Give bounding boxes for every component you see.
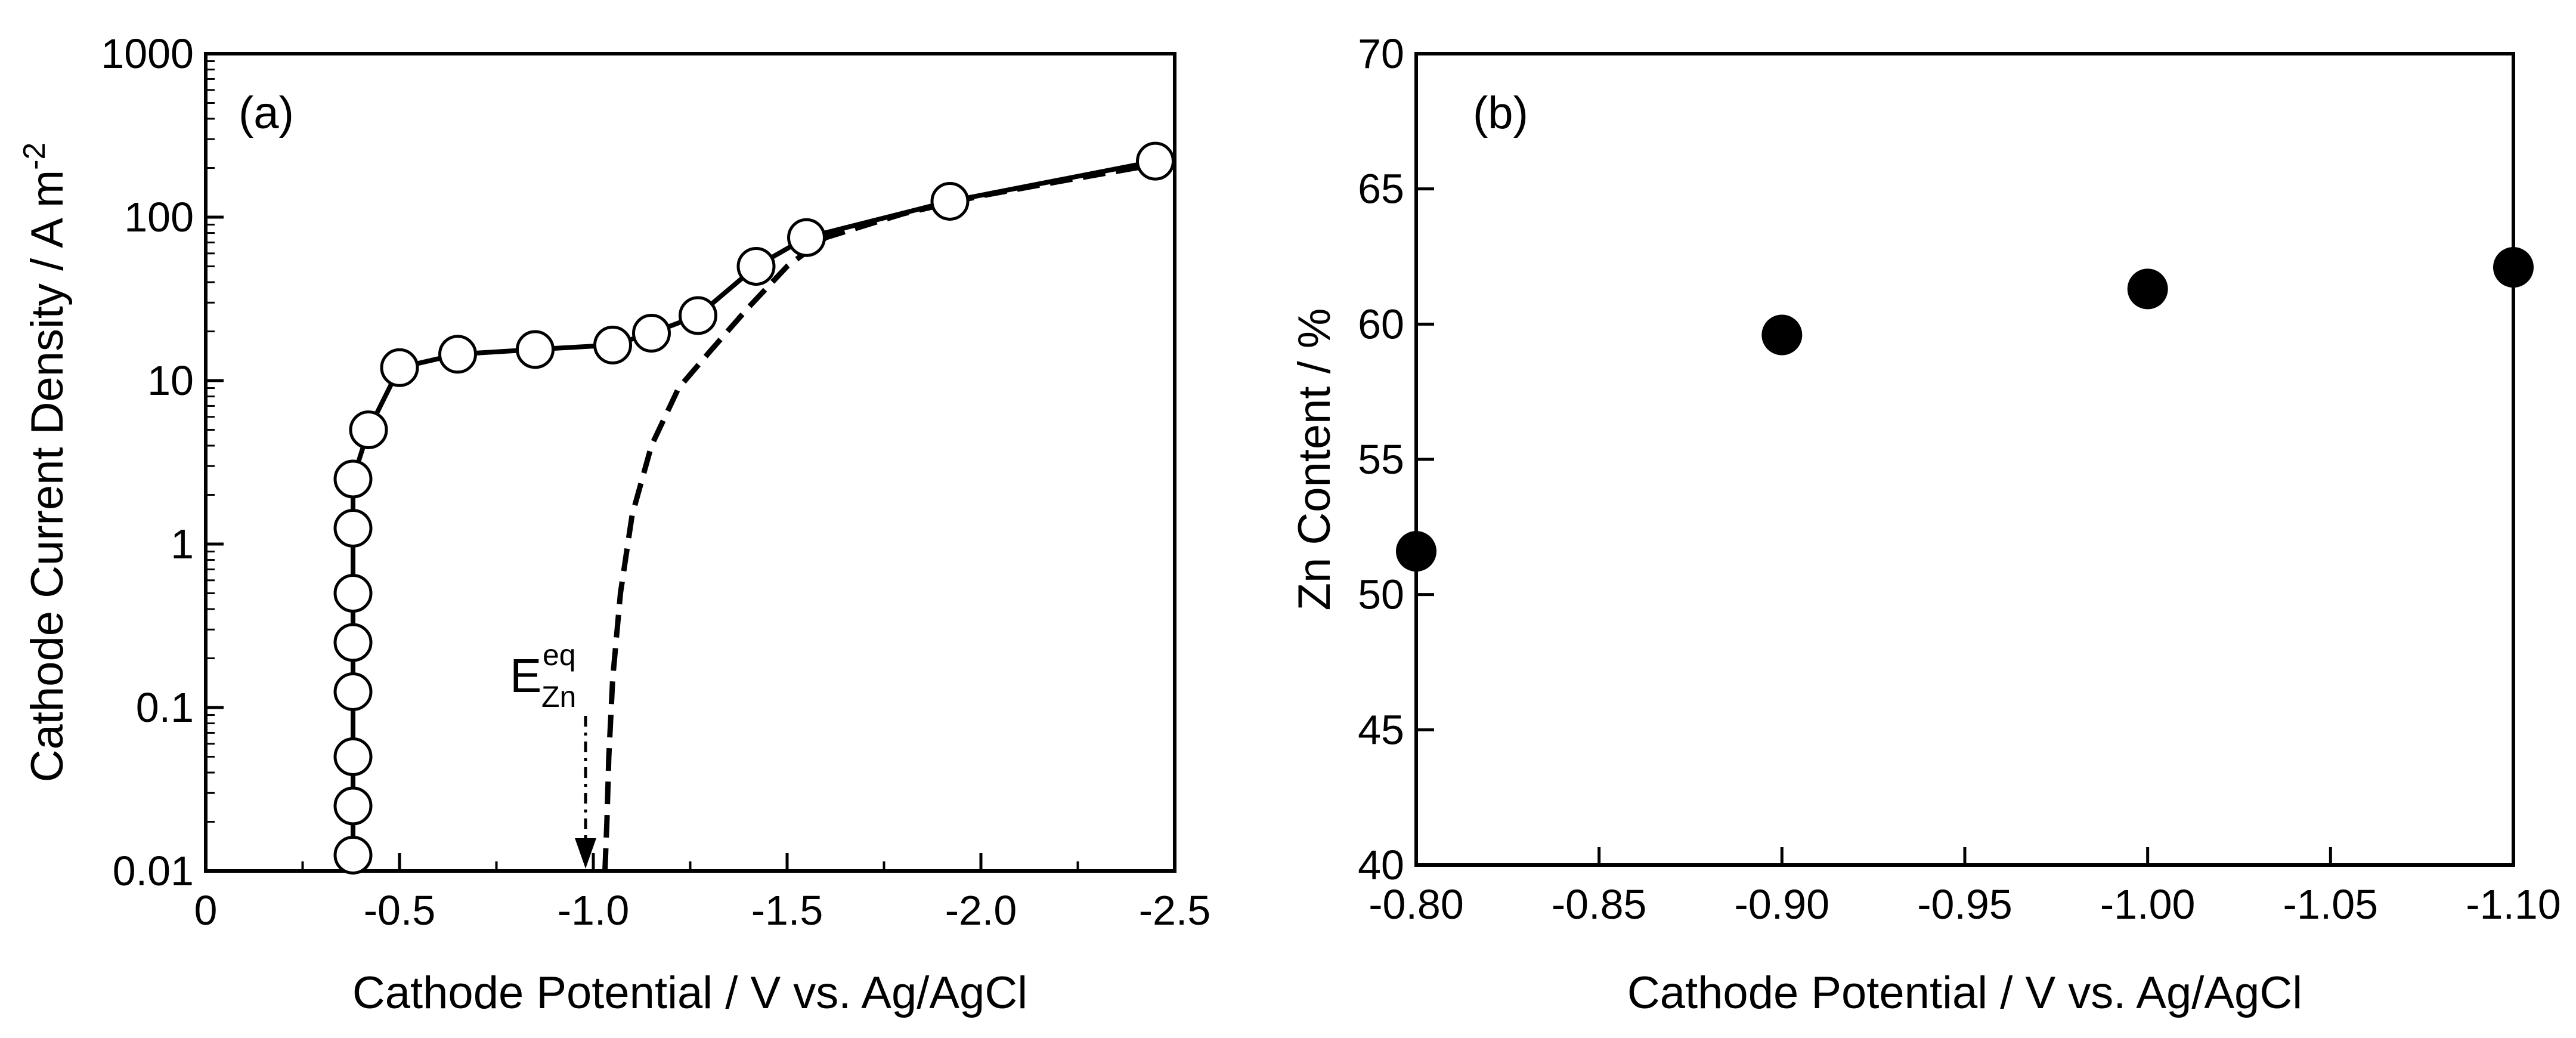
panel-a-label: (a) — [239, 88, 294, 138]
panel-a-data-point — [333, 737, 373, 776]
panel-b-y-tick-label: 45 — [1358, 706, 1404, 753]
panel-a-data-point — [380, 348, 419, 387]
panel-a-y-axis-label-sup: -2 — [17, 143, 52, 170]
panel-a-x-tick-label: -2.0 — [945, 887, 1017, 934]
panel-b-plot-frame — [1414, 52, 2515, 867]
panel-b-x-tick-label: -0.90 — [1735, 881, 1830, 928]
panel-a-data-point — [787, 218, 826, 257]
panel-b-label: (b) — [1473, 88, 1528, 138]
panel-a-data-point — [679, 296, 717, 335]
panel-a-y-tick-label: 10 — [147, 357, 194, 404]
panel-a-x-tick-label: -1.0 — [558, 887, 630, 934]
panel-b-points — [1396, 247, 2534, 572]
panel-a-y-axis-label: Cathode Current Density / A m-2 — [17, 143, 73, 783]
panel-b-data-point — [1396, 531, 1436, 572]
panel-b-y-tick-label: 65 — [1358, 166, 1404, 212]
panel-a-dashed-group — [602, 162, 1156, 872]
panel-a-data-point — [333, 573, 373, 613]
panel-b-data-point — [1761, 314, 1803, 356]
panel-a-annotation: E eq Zn — [510, 638, 596, 869]
panel-a-x-axis-label: Cathode Potential / V vs. Ag/AgCl — [352, 968, 1027, 1018]
annotation-subscript: Zn — [541, 680, 576, 713]
panel-a-data-point — [736, 246, 776, 286]
panel-a-data-point — [333, 835, 373, 875]
panel-b-data-point — [2127, 268, 2168, 310]
panel-a-y-axis-label-text: Cathode Current Density / A m — [22, 170, 73, 782]
panel-b-ticks: -0.80 -0.85 -0.90 -0.95 -1.00 -1.05 -1.10 40 45 5… — [1358, 30, 2561, 928]
panel-a-y-tick-label: 1000 — [101, 30, 194, 77]
panel-a-data-point — [1136, 141, 1175, 181]
panel-a-x-tick-label: -2.5 — [1139, 887, 1211, 934]
panel-b-x-tick-label: -0.95 — [1917, 881, 2012, 928]
panel-a-y-tick-label: 100 — [124, 194, 194, 240]
panel-b-x-tick-label: -1.05 — [2283, 881, 2379, 928]
panel-a-chart: 0 -0.5 -1.0 -1.5 -2.0 -2.5 0.01 0.1 1 10 100 1000 (… — [17, 30, 1210, 1018]
panel-b-y-axis-label: Zn Content / % — [1289, 308, 1340, 611]
panel-a-data-point — [333, 508, 373, 548]
panel-a-y-tick-label: 0.1 — [136, 684, 194, 731]
panel-a-ticks: 0 -0.5 -1.0 -1.5 -2.0 -2.5 0.01 0.1 1 10 100 1000 — [101, 30, 1210, 934]
annotation-superscript: eq — [543, 638, 576, 672]
panel-b-x-tick-label: -0.80 — [1368, 881, 1464, 928]
panel-a-data-point — [632, 314, 671, 353]
panel-a-x-tick-label: -1.5 — [751, 887, 823, 934]
panel-b-x-axis-label: Cathode Potential / V vs. Ag/AgCl — [1627, 968, 2302, 1018]
panel-a-data-point — [593, 325, 632, 364]
panel-a-data-point — [333, 459, 373, 499]
panel-a-data-point — [516, 330, 555, 369]
panel-a-x-tick-label: -0.5 — [364, 887, 436, 934]
panel-b-y-tick-label: 60 — [1358, 301, 1404, 347]
panel-b-y-tick-label: 70 — [1358, 30, 1404, 77]
panel-b-x-tick-label: -1.00 — [2100, 881, 2196, 928]
panel-a-data-point — [333, 623, 373, 662]
panel-b-y-tick-label: 40 — [1358, 842, 1404, 888]
panel-a-data-point — [333, 672, 373, 711]
panel-a-data-point — [930, 181, 970, 221]
panel-b-x-tick-label: -0.85 — [1552, 881, 1647, 928]
panel-a-y-tick-label: 1 — [171, 521, 194, 567]
annotation-arrow-head — [575, 838, 596, 869]
panel-a-data-point — [333, 786, 373, 826]
panel-a-data-point — [438, 335, 477, 374]
panel-a-x-tick-label: 0 — [194, 887, 218, 934]
panel-b-data-point — [2493, 247, 2534, 288]
panel-b-y-tick-label: 55 — [1358, 436, 1404, 483]
panel-b-x-tick-label: -1.10 — [2466, 881, 2561, 928]
panel-a-data-point — [349, 410, 388, 449]
annotation-base: E — [510, 649, 541, 702]
panel-a-points — [333, 141, 1175, 875]
panel-a-series-dashed-line — [602, 162, 1156, 872]
panel-a-y-tick-label: 0.01 — [113, 848, 194, 894]
panel-b-chart: -0.80 -0.85 -0.90 -0.95 -1.00 -1.05 -1.10 40 45 5… — [1289, 30, 2561, 1018]
panel-b-y-tick-label: 50 — [1358, 571, 1404, 618]
